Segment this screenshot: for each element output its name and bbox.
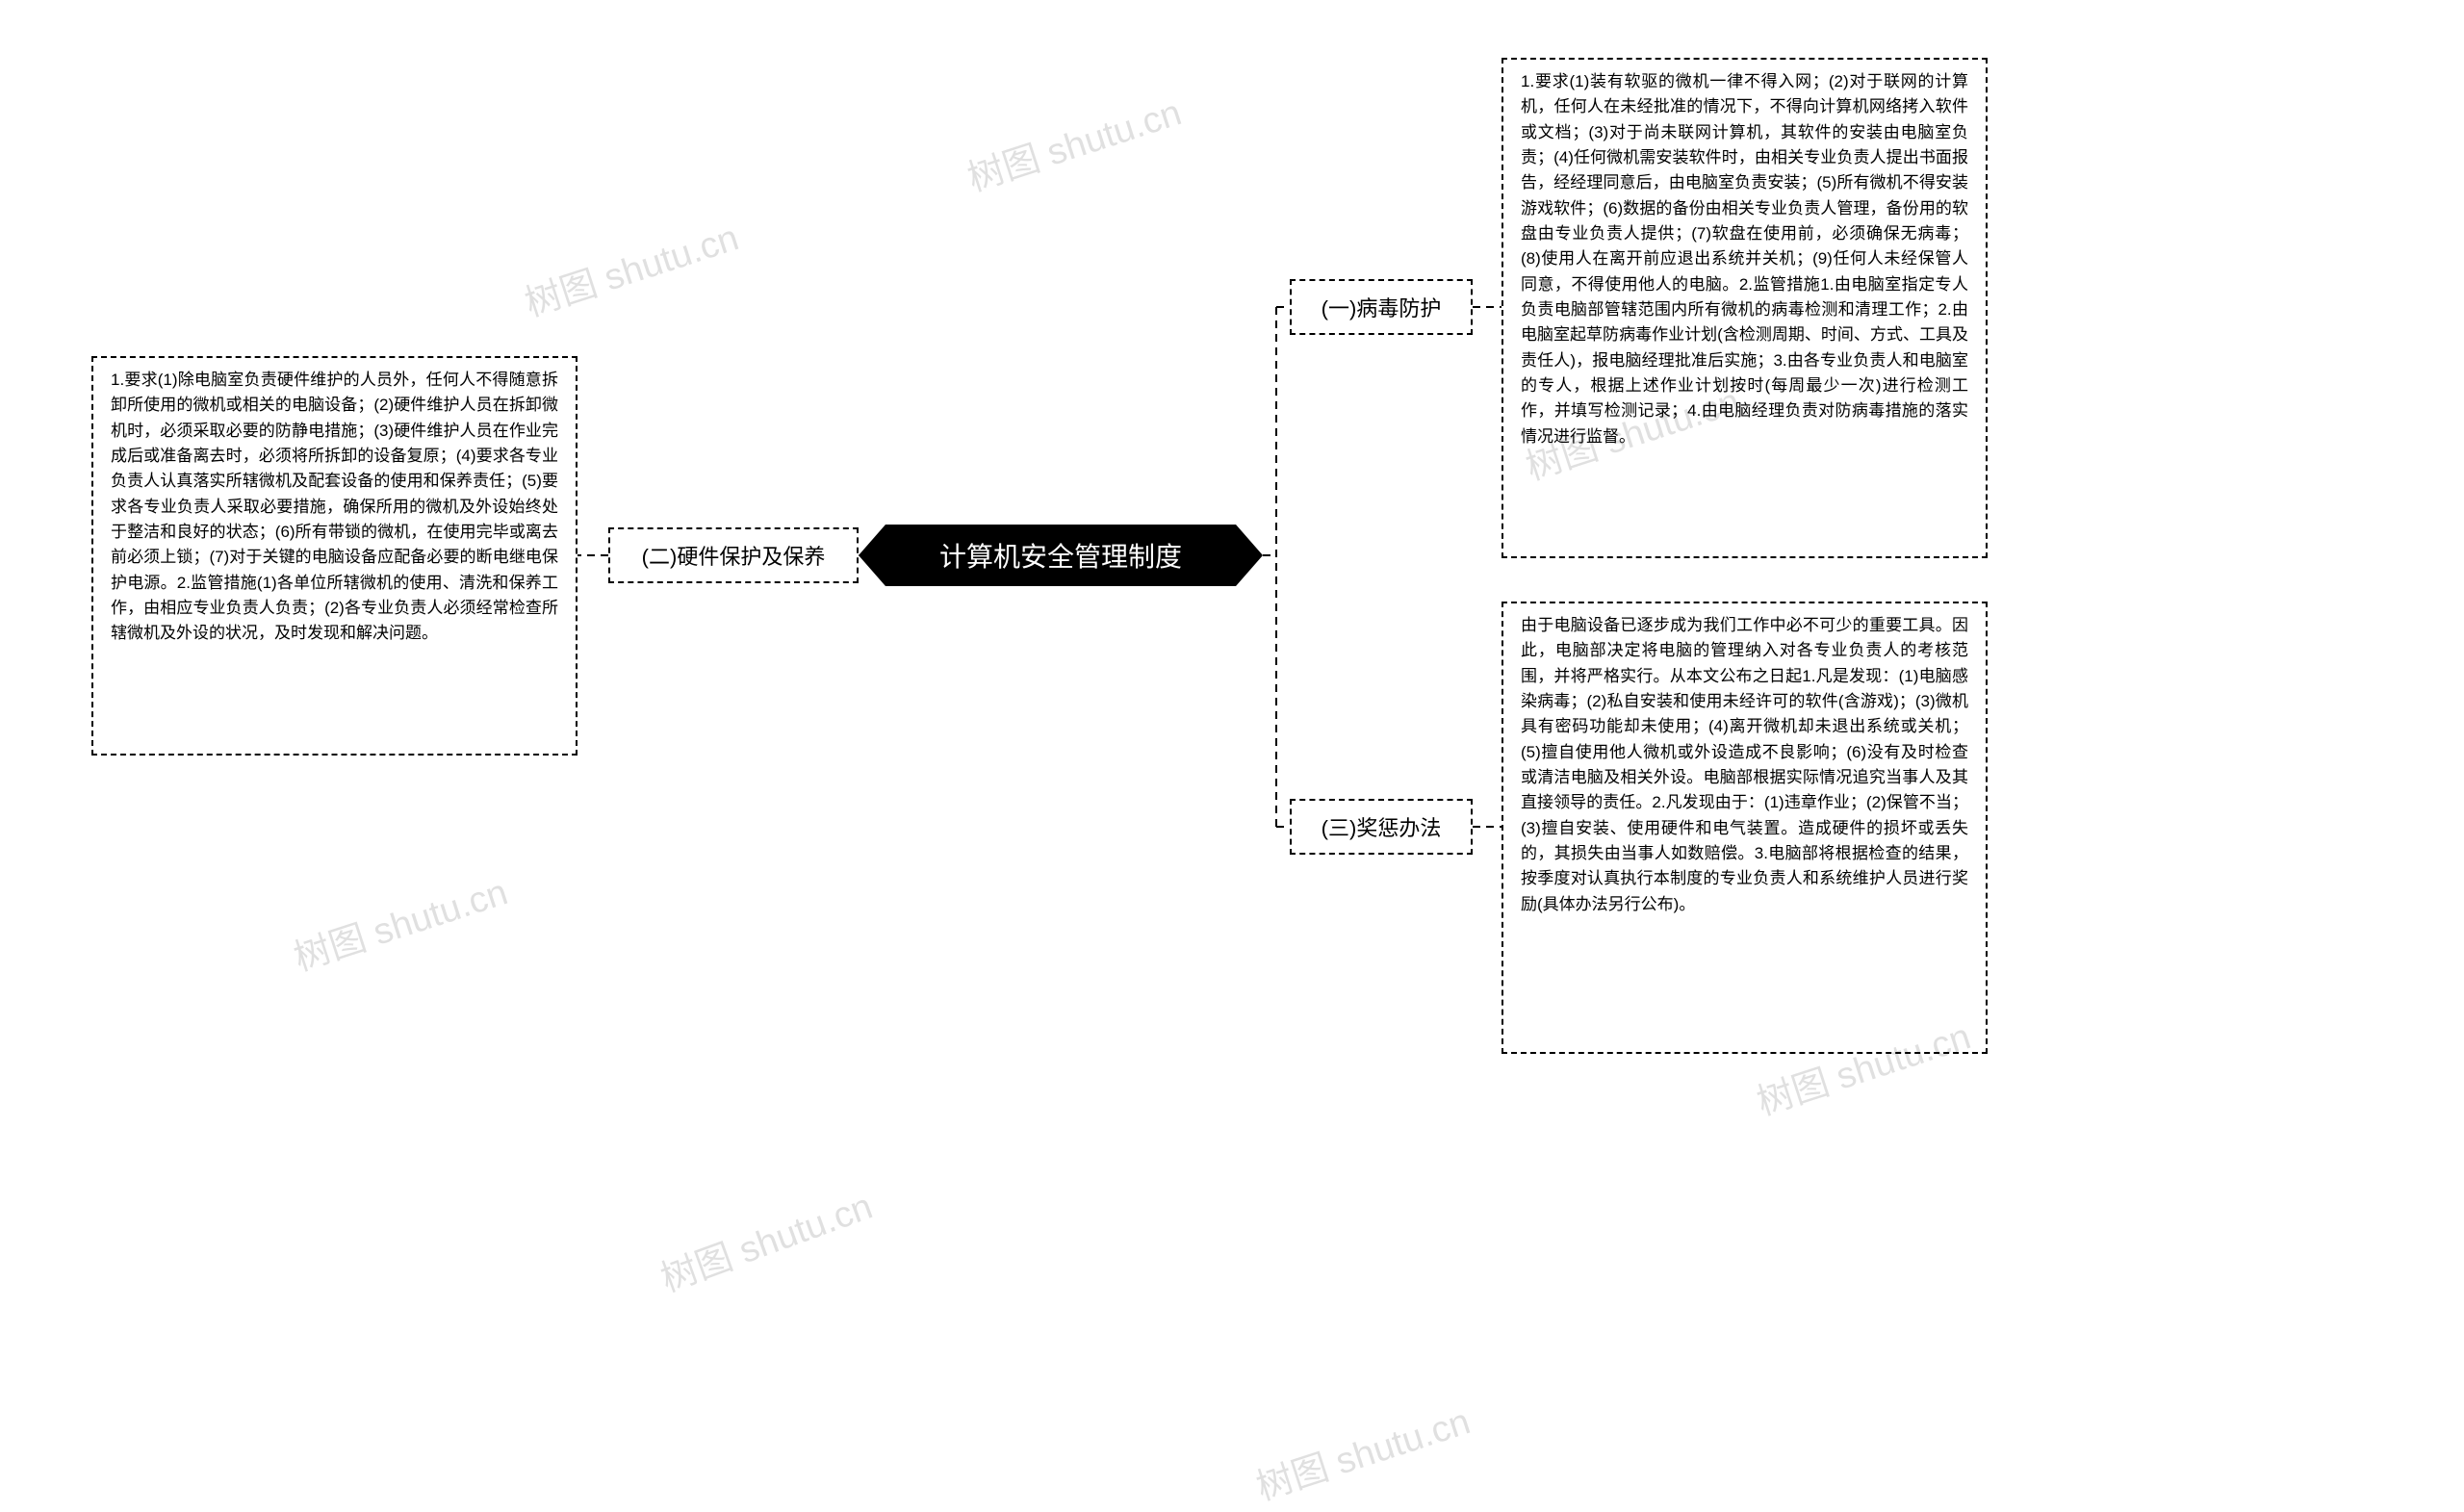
- branch-virus-label: (一)病毒防护: [1322, 292, 1442, 322]
- leaf-virus-text: 1.要求(1)装有软驱的微机一律不得入网；(2)对于联网的计算机，任何人在未经批…: [1521, 69, 1968, 449]
- watermark: 树图 shutu.cn: [960, 83, 1187, 201]
- root-node: 计算机安全管理制度: [886, 525, 1236, 586]
- root-hex-cap-left: [859, 525, 886, 586]
- leaf-virus: 1.要求(1)装有软驱的微机一律不得入网；(2)对于联网的计算机，任何人在未经批…: [1502, 58, 1988, 558]
- watermark: 树图 shutu.cn: [286, 862, 513, 981]
- root-hex-cap-right: [1236, 525, 1263, 586]
- branch-hardware: (二)硬件保护及保养: [608, 527, 859, 583]
- watermark: 树图 shutu.cn: [517, 208, 744, 326]
- root-label: 计算机安全管理制度: [939, 536, 1182, 575]
- watermark: 树图 shutu.cn: [1248, 1392, 1476, 1510]
- leaf-hardware-text: 1.要求(1)除电脑室负责硬件维护的人员外，任何人不得随意拆卸所使用的微机或相关…: [111, 368, 558, 647]
- connectors-layer: [0, 0, 2464, 1512]
- leaf-hardware: 1.要求(1)除电脑室负责硬件维护的人员外，任何人不得随意拆卸所使用的微机或相关…: [91, 356, 578, 756]
- mindmap-canvas: 计算机安全管理制度 (二)硬件保护及保养 1.要求(1)除电脑室负责硬件维护的人…: [0, 0, 2464, 1512]
- leaf-reward: 由于电脑设备已逐步成为我们工作中必不可少的重要工具。因此，电脑部决定将电脑的管理…: [1502, 602, 1988, 1054]
- watermark: 树图 shutu.cn: [653, 1176, 879, 1301]
- branch-reward: (三)奖惩办法: [1290, 799, 1473, 855]
- branch-virus: (一)病毒防护: [1290, 279, 1473, 335]
- branch-reward-label: (三)奖惩办法: [1322, 811, 1442, 842]
- leaf-reward-text: 由于电脑设备已逐步成为我们工作中必不可少的重要工具。因此，电脑部决定将电脑的管理…: [1521, 613, 1968, 917]
- branch-hardware-label: (二)硬件保护及保养: [642, 540, 826, 571]
